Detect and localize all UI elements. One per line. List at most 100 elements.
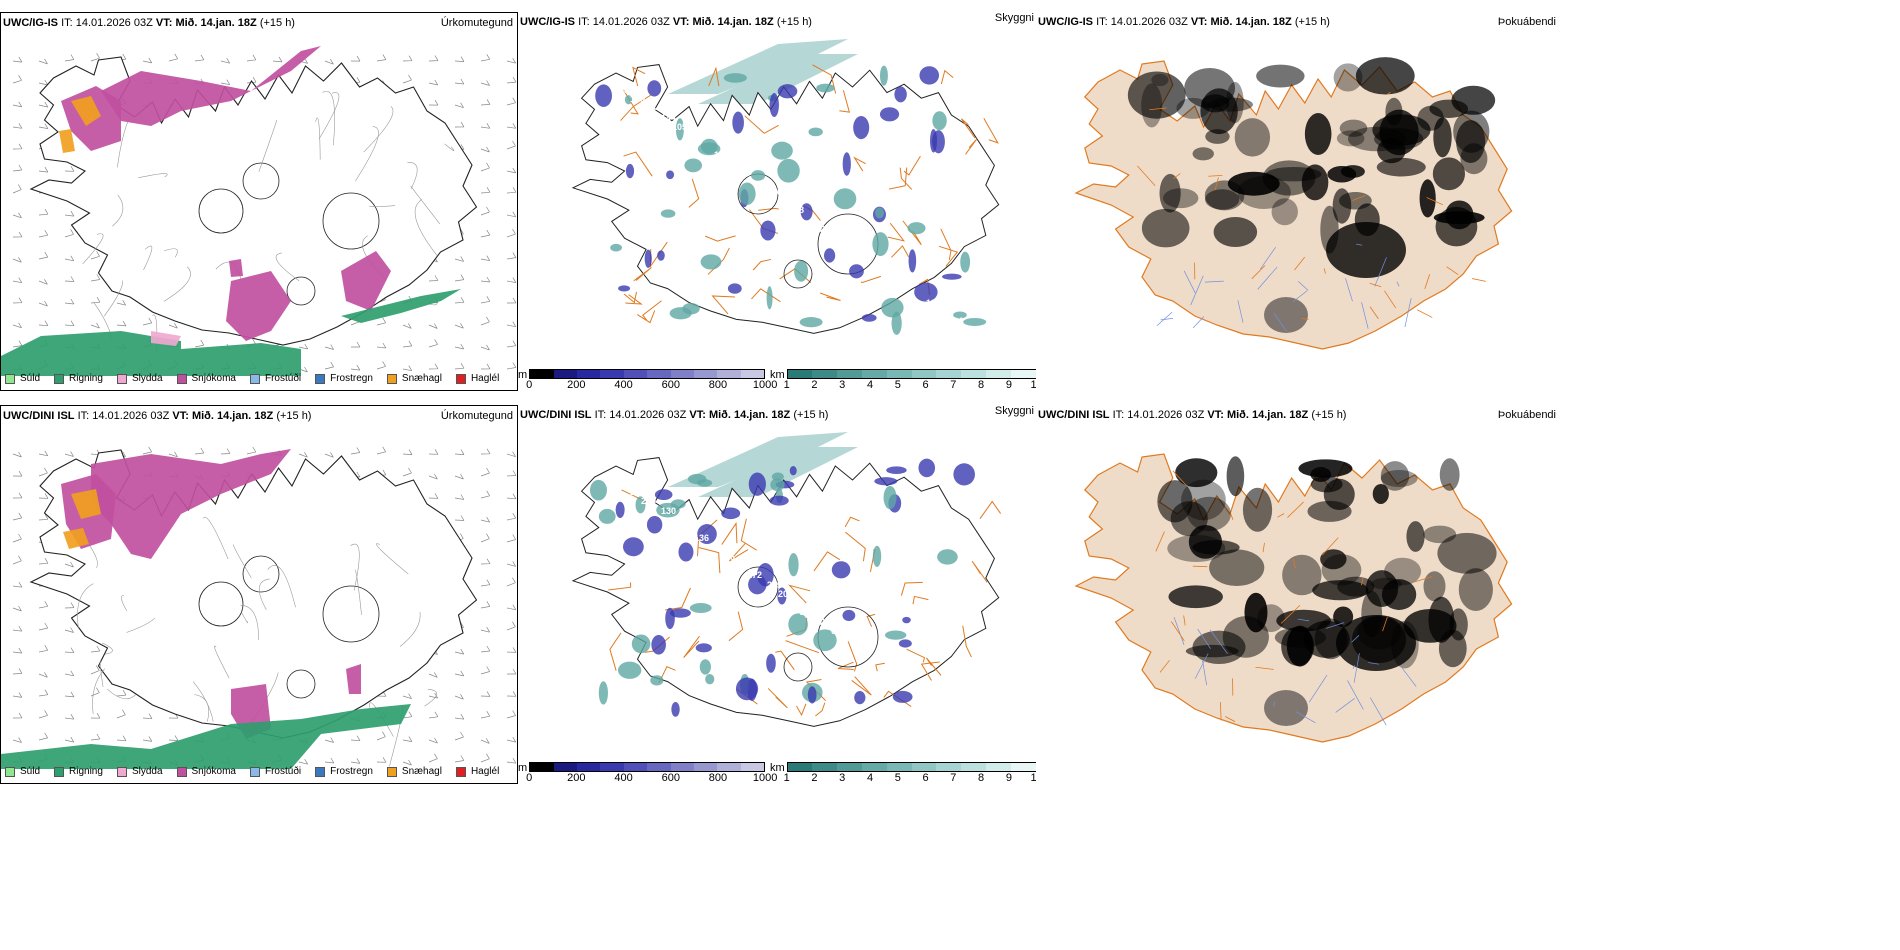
river-line [1361,302,1369,329]
road-segment [1208,174,1223,177]
river-line [376,543,409,575]
wind-barb [220,79,231,86]
road-segment [1192,565,1208,568]
river-line [318,92,340,139]
legend-swatch [5,373,15,384]
wind-barb [428,79,439,86]
ceiling-value-label: 82 [831,233,841,243]
visibility-colorbar: km 12345678910 [770,762,1043,786]
road-segment [1426,197,1443,206]
wind-barb [428,493,439,499]
ceiling-value-label: 271 [820,224,835,234]
colorbar-cell [936,763,962,771]
road-segment [1416,309,1433,318]
fog-patch [1141,83,1163,128]
it-value: 14.01.2026 03Z [1127,409,1208,421]
fog-patch [1181,479,1226,521]
road-segment [903,155,921,176]
colorbar-tick-label: 1000 [752,379,778,391]
ceiling-patch [665,607,675,630]
wind-barb [428,339,438,348]
colorbar-cell [694,763,718,771]
legend-swatch [249,373,260,384]
colorbar-cell [837,763,863,771]
fog-patch [1433,117,1452,158]
wind-barb [64,691,75,698]
river-line [143,245,153,271]
precip-area [346,664,361,694]
river-line [407,162,418,189]
wind-barb [428,711,439,719]
road-segment [752,258,772,271]
ceiling-value-label: 36 [937,307,947,317]
river-line [1209,629,1228,654]
wind-barb [168,53,179,62]
legend-swatch [249,766,260,777]
precip-legend-item: Súld [5,766,40,777]
colorbar-cell [717,370,741,378]
ceiling-colorbar: m 0 200 400 600 800 1000 [518,762,777,786]
ceiling-patch [788,552,799,577]
wind-barb [402,449,413,455]
ceiling-patch [908,249,917,273]
road-segment [813,551,841,572]
wind-barb [12,56,23,63]
river-line [1325,622,1345,629]
ceiling-patch [766,653,776,673]
ceiling-patch [618,285,631,292]
ceiling-patch [687,473,707,485]
road-segment [751,288,781,303]
ceiling-value-label: 262 [926,691,941,701]
visibility-unit: km [770,762,785,774]
road-segment [683,635,700,658]
wind-barb [506,252,517,260]
wind-barb [64,561,74,568]
field-title: Skyggni [994,12,1034,24]
lead-time: (+15 h) [776,16,812,28]
wind-barb [454,274,465,282]
wind-barb [350,758,361,764]
precip-legend-item: Frostúði [249,373,301,384]
fog-patch [1264,297,1308,333]
river-line [1192,316,1205,329]
wind-barb [480,558,491,565]
ceiling-patch [919,66,940,85]
ceiling-patch [788,613,808,636]
ceiling-value-label: 128 [789,205,804,215]
road-segment [1229,512,1234,520]
wind-barb [38,514,49,521]
road-network [1155,470,1433,722]
wind-barb [480,80,490,86]
river-line [1295,711,1316,724]
wind-barb [454,714,465,720]
wind-barb [506,534,517,543]
wind-barb [480,711,491,719]
colorbar-tick-label: 0 [526,379,533,391]
colorbar-tick-label: 200 [567,772,586,784]
ceiling-patch [624,95,633,105]
vt-label: VT: [172,410,189,422]
ceiling-value-label: 118 [926,298,941,308]
river-line [258,578,270,610]
wind-barb [454,494,465,500]
river-line [1297,281,1309,291]
colorbar-cell [530,370,554,378]
road-segment [888,167,908,190]
road-segment [785,640,820,654]
fog-patch [1445,200,1474,230]
fog-patch [1184,68,1236,109]
wind-barb [90,665,100,675]
wind-barb [38,622,49,631]
ceiling-patch [953,311,967,319]
road-segment [940,228,952,261]
precip-type-map [1,46,517,376]
road-segment [815,702,826,717]
field-title: Þokuábendi [1497,409,1556,421]
fog-patch [1437,532,1497,574]
river-line [1190,275,1204,306]
ceiling-value-label: 96 [725,552,735,562]
ceiling-patch [769,93,779,118]
wind-barb [12,297,23,304]
fog-patch [1226,456,1245,497]
ceiling-value-label: 145 [842,242,857,252]
